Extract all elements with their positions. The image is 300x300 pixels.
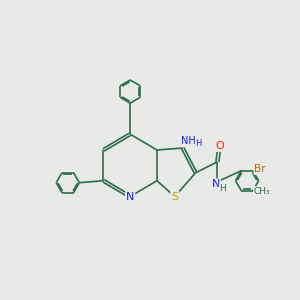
Text: CH₃: CH₃ [254, 187, 270, 196]
Text: Br: Br [254, 164, 266, 174]
Text: H: H [195, 139, 202, 148]
Text: O: O [215, 141, 224, 151]
Text: N: N [126, 192, 134, 202]
Text: H: H [219, 184, 226, 193]
Text: NH: NH [181, 136, 196, 146]
Text: S: S [171, 192, 178, 202]
Text: N: N [212, 179, 220, 189]
